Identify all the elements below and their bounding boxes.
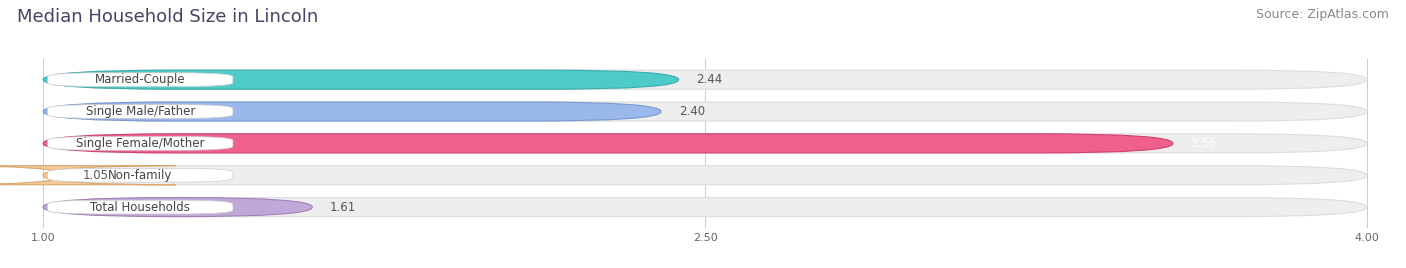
FancyBboxPatch shape [44,102,661,121]
Text: 2.44: 2.44 [696,73,723,86]
Text: 1.05: 1.05 [83,169,108,182]
FancyBboxPatch shape [48,168,233,182]
Text: 3.56: 3.56 [1191,137,1216,150]
Text: 2.40: 2.40 [679,105,704,118]
FancyBboxPatch shape [48,105,233,118]
FancyBboxPatch shape [44,70,1367,89]
FancyBboxPatch shape [44,134,1367,153]
Text: Median Household Size in Lincoln: Median Household Size in Lincoln [17,8,318,26]
Text: Single Female/Mother: Single Female/Mother [76,137,204,150]
Text: 1.61: 1.61 [330,200,356,214]
FancyBboxPatch shape [44,198,1367,217]
Text: Married-Couple: Married-Couple [96,73,186,86]
FancyBboxPatch shape [44,102,1367,121]
Text: Total Households: Total Households [90,200,190,214]
FancyBboxPatch shape [48,136,233,150]
FancyBboxPatch shape [0,166,176,185]
FancyBboxPatch shape [44,198,312,217]
FancyBboxPatch shape [44,70,679,89]
FancyBboxPatch shape [44,134,1173,153]
Text: Non-family: Non-family [108,169,173,182]
FancyBboxPatch shape [48,200,233,214]
Text: Single Male/Father: Single Male/Father [86,105,195,118]
Text: Source: ZipAtlas.com: Source: ZipAtlas.com [1256,8,1389,21]
FancyBboxPatch shape [44,166,1367,185]
FancyBboxPatch shape [48,73,233,87]
